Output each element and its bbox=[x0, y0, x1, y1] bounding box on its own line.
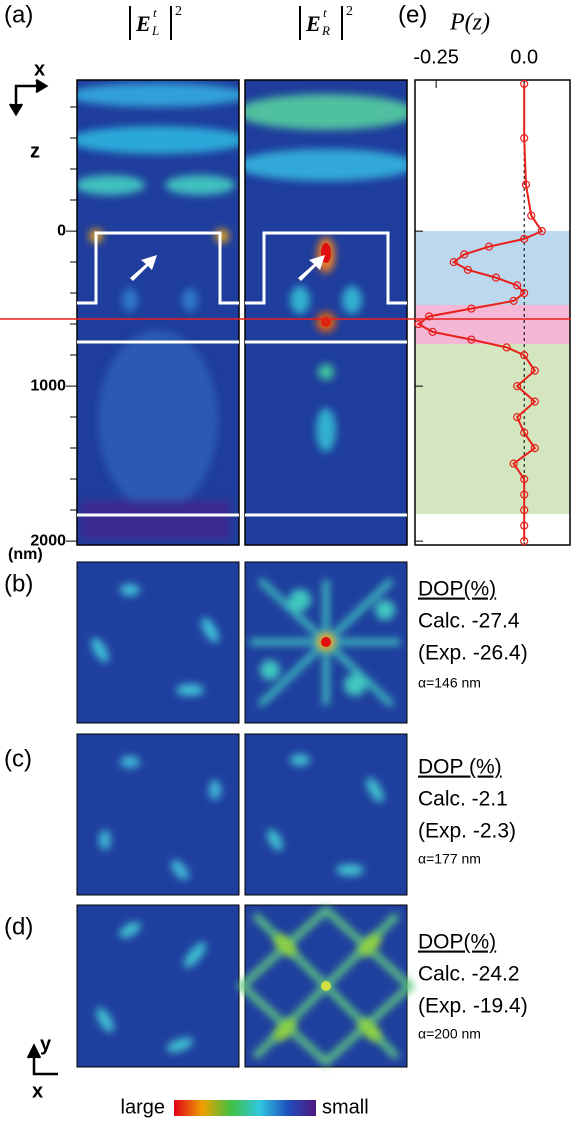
pattern-map bbox=[236, 904, 416, 1068]
data-point bbox=[460, 250, 469, 259]
dop-block: DOP(%) Calc. -27.4 (Exp. -26.4) α=146 nm bbox=[418, 578, 528, 691]
data-point bbox=[428, 327, 437, 336]
data-point bbox=[509, 459, 518, 468]
data-point bbox=[520, 289, 529, 298]
header-text: t bbox=[153, 5, 157, 20]
y-tick-label: 1000 bbox=[30, 377, 66, 394]
data-point bbox=[463, 265, 472, 274]
dop-alpha: α=177 nm bbox=[418, 851, 481, 867]
data-point bbox=[520, 428, 529, 437]
data-point bbox=[491, 273, 501, 282]
header-left: E t L 2 bbox=[129, 4, 182, 40]
dop-exp: (Exp. -19.4) bbox=[418, 995, 528, 1018]
data-point bbox=[530, 444, 539, 453]
x-tick-label: 0.0 bbox=[510, 46, 538, 68]
colorbar-label: large bbox=[121, 1096, 165, 1118]
dop-alpha: α=200 nm bbox=[418, 1026, 481, 1042]
data-point bbox=[467, 335, 476, 344]
header-right: E t R 2 bbox=[299, 4, 353, 40]
data-line bbox=[416, 83, 544, 542]
field-map bbox=[245, 80, 407, 545]
dop-title: DOP(%) bbox=[418, 578, 496, 601]
structure-outline bbox=[77, 231, 407, 517]
colorbar bbox=[174, 1100, 316, 1116]
axis-label: x bbox=[32, 1080, 43, 1102]
dop-exp: (Exp. -2.3) bbox=[418, 820, 516, 843]
axis-label: z bbox=[30, 140, 40, 162]
dop-title: DOP (%) bbox=[418, 756, 502, 779]
map-frame bbox=[244, 79, 408, 546]
z-minor-ticks bbox=[70, 106, 77, 511]
dop-calc: Calc. -27.4 bbox=[418, 610, 520, 633]
data-point bbox=[509, 296, 518, 305]
region-bands bbox=[416, 231, 570, 514]
data-point bbox=[449, 258, 458, 267]
dop-alpha: α=146 nm bbox=[418, 675, 481, 691]
data-point bbox=[520, 79, 529, 88]
axis-label: x bbox=[34, 58, 45, 80]
dop-calc: Calc. -2.1 bbox=[418, 788, 508, 811]
y-tick-label: 0 bbox=[57, 222, 66, 239]
data-point bbox=[520, 506, 529, 515]
data-point bbox=[520, 490, 529, 499]
data-point bbox=[513, 413, 522, 422]
axis-label: y bbox=[40, 1033, 52, 1055]
panel-label: (a) bbox=[4, 1, 33, 28]
x-tick-label: -0.25 bbox=[413, 46, 459, 68]
pattern-map bbox=[244, 561, 408, 724]
data-point bbox=[521, 180, 531, 189]
data-point bbox=[502, 343, 511, 352]
data-point bbox=[520, 134, 529, 143]
arrow-indicator bbox=[130, 255, 325, 281]
axis-unit: (nm) bbox=[8, 546, 43, 563]
data-point bbox=[414, 320, 423, 329]
header-text: E bbox=[305, 11, 321, 36]
dop-title: DOP(%) bbox=[418, 931, 496, 954]
pattern-map bbox=[76, 733, 240, 896]
dop-exp: (Exp. -26.4) bbox=[418, 642, 528, 665]
data-point bbox=[484, 242, 494, 251]
panel-label: (e) bbox=[398, 1, 427, 28]
header-text: E bbox=[135, 11, 151, 36]
plot-title: P(z) bbox=[449, 10, 490, 36]
data-point bbox=[467, 304, 476, 313]
data-point bbox=[513, 281, 522, 290]
plot: -0.25 0.0 0 1000 2000 bbox=[30, 46, 546, 549]
map-frame bbox=[76, 79, 240, 546]
header-text: t bbox=[323, 5, 327, 20]
data-point bbox=[520, 537, 529, 546]
header-text: L bbox=[151, 23, 159, 38]
data-point bbox=[530, 397, 539, 406]
data-point bbox=[520, 234, 529, 243]
plot-frame bbox=[414, 79, 571, 546]
dop-block: DOP(%) Calc. -24.2 (Exp. -19.4) α=200 nm bbox=[418, 931, 528, 1042]
data-point bbox=[520, 521, 529, 530]
header-text: 2 bbox=[346, 4, 353, 19]
header-text: R bbox=[321, 23, 330, 38]
axis-arrows bbox=[8, 78, 58, 1076]
data-point bbox=[537, 227, 546, 236]
colorbar-label: small bbox=[322, 1096, 369, 1118]
header-text: 2 bbox=[175, 4, 182, 19]
data-point bbox=[520, 475, 529, 484]
panel-label: (b) bbox=[4, 570, 33, 597]
data-point bbox=[513, 382, 522, 391]
pattern-map bbox=[76, 561, 240, 724]
panel-label: (d) bbox=[4, 913, 33, 940]
dop-block: DOP (%) Calc. -2.1 (Exp. -2.3) α=177 nm bbox=[418, 756, 516, 867]
data-point bbox=[530, 366, 539, 375]
field-map bbox=[77, 80, 239, 545]
y-tick-label: 2000 bbox=[30, 532, 66, 549]
dop-calc: Calc. -24.2 bbox=[418, 963, 520, 986]
data-point bbox=[520, 351, 529, 360]
pattern-map bbox=[244, 733, 408, 896]
pattern-map bbox=[76, 904, 240, 1068]
data-point bbox=[527, 211, 536, 220]
panel-label: (c) bbox=[4, 745, 32, 772]
data-point bbox=[424, 312, 434, 321]
